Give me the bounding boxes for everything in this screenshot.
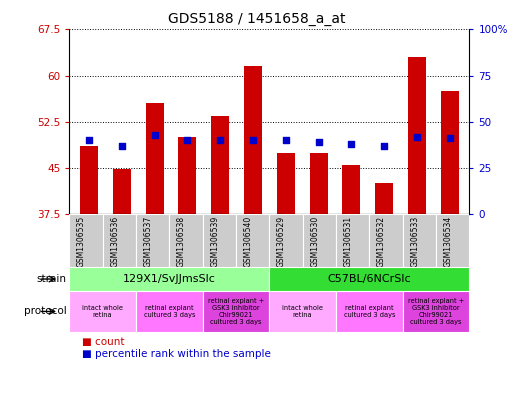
Bar <box>408 57 426 214</box>
Bar <box>403 214 436 267</box>
Point <box>413 134 421 140</box>
Point <box>249 137 257 143</box>
Text: GSM1306537: GSM1306537 <box>144 216 153 267</box>
Point <box>85 137 93 143</box>
Text: 129X1/SvJJmsSlc: 129X1/SvJJmsSlc <box>123 274 216 284</box>
Text: retinal explant
cultured 3 days: retinal explant cultured 3 days <box>344 305 395 318</box>
Bar <box>269 267 469 291</box>
Text: ■ percentile rank within the sample: ■ percentile rank within the sample <box>82 349 271 359</box>
Bar <box>69 267 269 291</box>
Point <box>216 137 224 143</box>
Point <box>446 135 454 141</box>
Text: GSM1306530: GSM1306530 <box>310 216 319 267</box>
Text: GSM1306529: GSM1306529 <box>277 216 286 267</box>
Bar <box>244 66 262 214</box>
Bar <box>69 291 136 332</box>
Point <box>380 143 388 149</box>
Bar <box>69 214 103 267</box>
Bar <box>336 214 369 267</box>
Text: retinal explant
cultured 3 days: retinal explant cultured 3 days <box>144 305 195 318</box>
Bar <box>336 291 403 332</box>
Text: GSM1306533: GSM1306533 <box>410 216 420 267</box>
Text: GSM1306540: GSM1306540 <box>244 216 253 267</box>
Point <box>150 132 159 138</box>
Text: retinal explant +
GSK3 inhibitor
Chir99021
cultured 3 days: retinal explant + GSK3 inhibitor Chir990… <box>208 298 264 325</box>
Bar <box>203 214 236 267</box>
Bar <box>369 214 403 267</box>
Bar <box>169 214 203 267</box>
Point <box>314 139 323 145</box>
Point <box>347 141 356 147</box>
Text: GSM1306539: GSM1306539 <box>210 216 220 267</box>
Text: retinal explant +
GSK3 inhibitor
Chir99021
cultured 3 days: retinal explant + GSK3 inhibitor Chir990… <box>408 298 464 325</box>
Text: ■ count: ■ count <box>82 337 125 347</box>
Bar <box>342 165 360 214</box>
Bar <box>146 103 164 214</box>
Bar <box>403 291 469 332</box>
Bar <box>103 214 136 267</box>
Point <box>183 137 191 143</box>
Text: protocol: protocol <box>24 307 67 316</box>
Text: GSM1306532: GSM1306532 <box>377 216 386 267</box>
Bar <box>136 214 169 267</box>
Bar <box>277 152 295 214</box>
Bar <box>136 291 203 332</box>
Bar <box>211 116 229 214</box>
Text: GSM1306534: GSM1306534 <box>444 216 452 267</box>
Text: GSM1306536: GSM1306536 <box>110 216 119 267</box>
Text: GSM1306531: GSM1306531 <box>344 216 353 267</box>
Bar <box>269 291 336 332</box>
Text: intact whole
retina: intact whole retina <box>82 305 123 318</box>
Bar <box>269 214 303 267</box>
Text: GDS5188 / 1451658_a_at: GDS5188 / 1451658_a_at <box>168 12 345 26</box>
Bar <box>203 291 269 332</box>
Bar <box>236 214 269 267</box>
Bar <box>179 137 196 214</box>
Bar <box>441 91 459 214</box>
Bar <box>436 214 469 267</box>
Bar <box>303 214 336 267</box>
Text: intact whole
retina: intact whole retina <box>282 305 323 318</box>
Point <box>282 137 290 143</box>
Text: GSM1306535: GSM1306535 <box>77 216 86 267</box>
Bar <box>375 184 393 214</box>
Bar <box>113 169 131 214</box>
Text: strain: strain <box>37 274 67 284</box>
Text: C57BL/6NCrSlc: C57BL/6NCrSlc <box>327 274 411 284</box>
Point <box>117 143 126 149</box>
Bar <box>309 152 327 214</box>
Text: GSM1306538: GSM1306538 <box>177 216 186 267</box>
Bar <box>80 147 98 214</box>
